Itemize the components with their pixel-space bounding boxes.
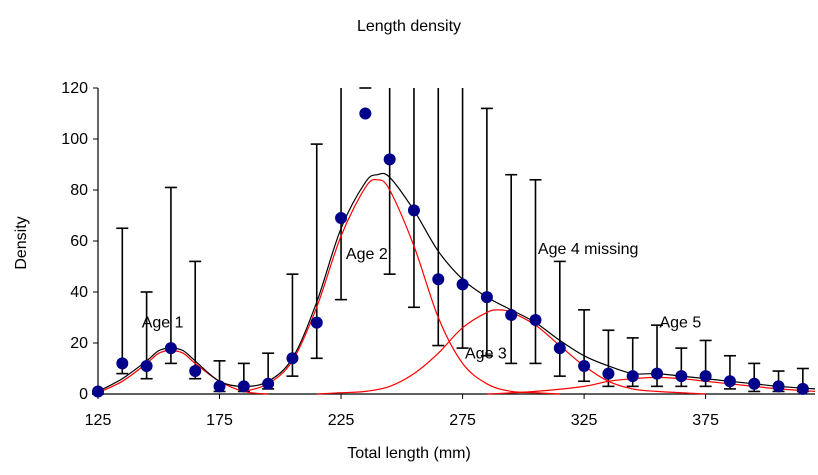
annotation-age-4-missing: Age 4 missing <box>538 241 639 258</box>
data-point <box>699 370 712 383</box>
x-axis-label: Total length (mm) <box>347 445 471 462</box>
component-curves <box>97 178 816 395</box>
data-point <box>407 204 420 217</box>
x-tick-label: 175 <box>206 412 233 429</box>
x-tick-label: 325 <box>571 412 598 429</box>
data-point <box>286 352 299 365</box>
data-point <box>189 365 202 378</box>
x-tick-label: 275 <box>449 412 476 429</box>
data-point <box>456 278 469 291</box>
x-tick-label: 125 <box>85 412 112 429</box>
data-point <box>310 316 323 329</box>
data-point <box>723 375 736 388</box>
y-tick-label: 60 <box>70 233 88 250</box>
data-point <box>359 107 372 120</box>
annotation-age-2: Age 2 <box>346 246 388 263</box>
data-point <box>140 359 153 372</box>
total-fit-curve <box>97 172 816 392</box>
total-fit-line <box>97 172 816 392</box>
data-point <box>529 314 542 327</box>
data-point <box>578 359 591 372</box>
data-point <box>335 212 348 225</box>
data-point <box>748 377 761 390</box>
data-point <box>116 357 129 370</box>
data-point <box>626 370 639 383</box>
data-point <box>796 382 809 395</box>
annotations: Age 1 Age 2 Age 3 Age 4 missing Age 5 <box>142 241 702 363</box>
y-tick-label: 20 <box>70 335 88 352</box>
y-tick-label: 0 <box>79 386 88 403</box>
annotation-age-3: Age 3 <box>465 345 507 362</box>
data-point <box>213 380 226 393</box>
y-tick-label: 120 <box>61 80 88 97</box>
data-point <box>92 385 104 398</box>
data-point <box>651 367 664 380</box>
data-point <box>772 380 785 393</box>
data-point <box>675 370 688 383</box>
component-curve-age-1 <box>97 349 269 395</box>
observed-points <box>92 107 809 398</box>
data-point <box>505 308 518 321</box>
annotation-age-1: Age 1 <box>142 315 184 332</box>
component-curve-age-2 <box>243 178 560 395</box>
data-point <box>553 342 566 355</box>
annotation-age-5: Age 5 <box>659 315 701 332</box>
data-point <box>480 291 493 304</box>
y-tick-label: 40 <box>70 284 88 301</box>
data-point <box>432 273 445 286</box>
chart-title: Length density <box>356 18 462 35</box>
data-point <box>237 380 250 393</box>
data-point <box>164 342 177 355</box>
data-point <box>383 153 396 166</box>
data-point <box>602 367 615 380</box>
x-tick-label: 375 <box>692 412 719 429</box>
component-curve-age-3 <box>316 309 706 395</box>
x-tick-label: 225 <box>328 412 355 429</box>
data-point <box>262 377 275 390</box>
y-tick-label: 80 <box>70 182 88 199</box>
error-bars <box>92 87 809 395</box>
y-tick-label: 100 <box>61 131 88 148</box>
